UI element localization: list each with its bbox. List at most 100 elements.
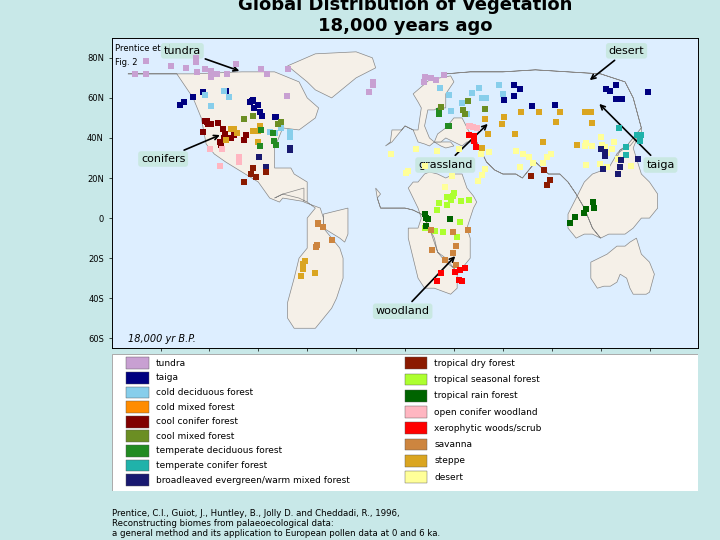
Point [610, 80, 621, 89]
Point [215, 140, 227, 149]
Point [447, 227, 459, 236]
Point [191, 54, 202, 63]
Text: tropical seasonal forest: tropical seasonal forest [434, 375, 540, 384]
Point [140, 57, 151, 65]
Polygon shape [385, 76, 454, 148]
Point [580, 160, 592, 169]
Point [463, 195, 474, 204]
Point [312, 219, 323, 227]
Text: woodland: woodland [376, 258, 454, 316]
Point [312, 219, 323, 228]
Point [230, 59, 242, 68]
Point [422, 214, 433, 223]
Point [480, 114, 491, 123]
Text: taiga: taiga [156, 374, 179, 382]
Text: cold mixed forest: cold mixed forest [156, 403, 234, 411]
Point [248, 164, 259, 173]
Point [419, 77, 431, 86]
Point [431, 277, 443, 286]
Point [433, 110, 445, 118]
Point [587, 118, 598, 127]
Point [275, 118, 287, 127]
Point [228, 124, 239, 133]
Point [436, 103, 447, 111]
Point [297, 265, 309, 274]
Point [451, 233, 462, 241]
Point [219, 129, 230, 138]
Point [311, 240, 323, 249]
Bar [126, 474, 148, 486]
Point [430, 76, 441, 84]
Point [244, 98, 256, 107]
Point [400, 168, 412, 177]
Point [477, 143, 488, 152]
Point [179, 98, 190, 106]
Point [214, 138, 225, 147]
Point [175, 101, 186, 110]
Point [252, 126, 264, 135]
Point [483, 147, 495, 156]
Point [367, 78, 379, 86]
Point [212, 119, 223, 127]
Point [597, 140, 608, 149]
Point [233, 152, 245, 161]
Point [284, 146, 295, 154]
Point [508, 91, 519, 100]
Point [616, 95, 628, 104]
Point [253, 138, 264, 146]
Text: tundra: tundra [163, 46, 238, 71]
Point [245, 170, 256, 178]
Point [238, 135, 250, 144]
Point [498, 112, 510, 121]
Point [300, 257, 311, 266]
Point [508, 81, 520, 90]
Polygon shape [274, 188, 348, 328]
Point [594, 160, 606, 168]
Bar [405, 471, 427, 483]
Bar [126, 430, 148, 442]
Point [310, 243, 322, 252]
Point [518, 150, 529, 158]
Point [586, 142, 598, 151]
Point [218, 134, 230, 143]
Text: grassland: grassland [418, 125, 487, 170]
Point [462, 109, 473, 118]
Point [476, 171, 487, 180]
Point [620, 151, 631, 160]
Bar [126, 460, 148, 471]
Bar [405, 390, 427, 402]
Bar [405, 455, 427, 467]
Text: tundra: tundra [156, 359, 186, 368]
Point [614, 163, 626, 171]
Point [276, 124, 287, 132]
Bar [405, 357, 427, 369]
Point [514, 85, 526, 93]
Point [472, 124, 483, 133]
Point [439, 183, 451, 192]
Point [476, 93, 487, 102]
Point [539, 165, 550, 174]
Point [526, 172, 537, 180]
Point [251, 173, 262, 181]
Point [425, 226, 436, 235]
Point [434, 84, 446, 93]
Point [455, 197, 467, 205]
Point [233, 157, 244, 166]
Point [187, 93, 199, 102]
Point [448, 248, 459, 257]
Point [599, 151, 611, 160]
Point [523, 153, 535, 161]
Point [467, 89, 478, 98]
Text: conifers: conifers [141, 136, 218, 164]
Text: Fig. 2: Fig. 2 [115, 58, 138, 67]
Point [463, 97, 474, 105]
Point [284, 128, 296, 137]
Point [579, 142, 590, 151]
Point [410, 145, 422, 154]
Point [613, 124, 625, 133]
Point [459, 110, 470, 119]
Point [498, 90, 509, 99]
Point [204, 145, 215, 153]
Text: cool mixed forest: cool mixed forest [156, 432, 234, 441]
Point [541, 153, 553, 161]
